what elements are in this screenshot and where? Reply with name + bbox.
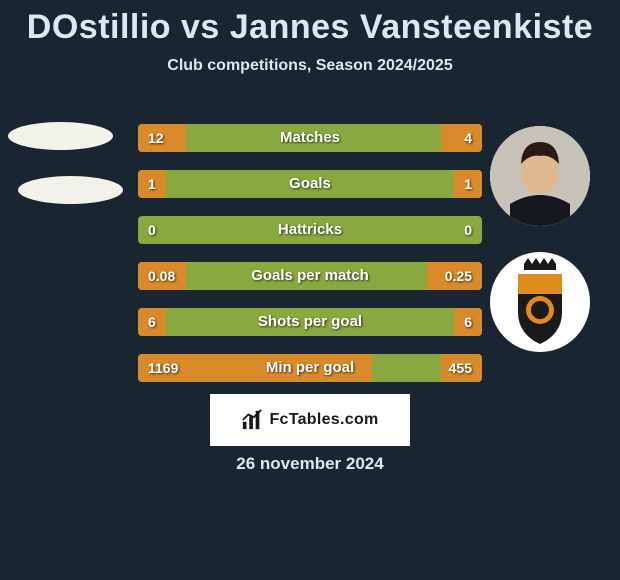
stat-label: Goals per match <box>138 262 482 290</box>
logo-text: FcTables.com <box>269 411 378 429</box>
chart-icon <box>241 409 263 431</box>
stat-label: Hattricks <box>138 216 482 244</box>
fctables-logo: FcTables.com <box>210 394 410 446</box>
stat-label: Min per goal <box>138 354 482 382</box>
stat-label: Goals <box>138 170 482 198</box>
stat-row: 0.080.25Goals per match <box>138 262 482 290</box>
stat-label: Shots per goal <box>138 308 482 336</box>
stat-row: 66Shots per goal <box>138 308 482 336</box>
stat-row: 11Goals <box>138 170 482 198</box>
page-subtitle: Club competitions, Season 2024/2025 <box>0 57 620 75</box>
page-title: DOstillio vs Jannes Vansteenkiste <box>0 0 620 47</box>
right-player-avatar <box>490 126 590 226</box>
right-club-crest <box>490 252 590 352</box>
date-text: 26 november 2024 <box>0 454 620 474</box>
stat-row: 1169455Min per goal <box>138 354 482 382</box>
stat-row: 124Matches <box>138 124 482 152</box>
stats-bars: 124Matches 11Goals 00Hattricks 0.080.25Goal… <box>138 124 482 400</box>
stat-row: 00Hattricks <box>138 216 482 244</box>
stat-label: Matches <box>138 124 482 152</box>
left-club-avatar-placeholder-2 <box>18 176 123 204</box>
left-player-avatar-placeholder-1 <box>8 122 113 150</box>
